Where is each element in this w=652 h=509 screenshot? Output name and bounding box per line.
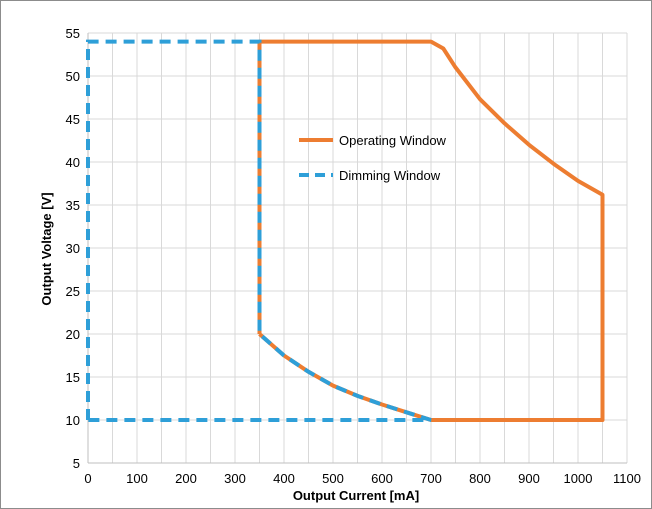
x-tick-label: 800 <box>469 471 491 486</box>
x-tick-label: 1100 <box>613 471 641 486</box>
x-tick-label: 0 <box>84 471 91 486</box>
y-tick-label: 35 <box>66 198 80 213</box>
y-tick-label: 10 <box>66 413 80 428</box>
y-tick-label: 20 <box>66 327 80 342</box>
legend-label-operating-window: Operating Window <box>339 133 447 148</box>
x-tick-label: 900 <box>518 471 540 486</box>
x-tick-label: 100 <box>126 471 148 486</box>
y-tick-label: 40 <box>66 155 80 170</box>
legend: Operating Window Dimming Window <box>299 133 447 183</box>
y-tick-label: 15 <box>66 370 80 385</box>
x-tick-label: 200 <box>175 471 197 486</box>
y-tick-label: 5 <box>73 456 80 471</box>
series-line-dimming-window <box>86 39 432 422</box>
x-tick-label: 400 <box>273 471 295 486</box>
y-tick-label: 45 <box>66 112 80 127</box>
series-lines <box>86 39 605 422</box>
x-tick-label: 500 <box>322 471 344 486</box>
tick-labels: 0 100 200 300 400 500 600 700 800 900 1000 1100 5 10 1… <box>66 26 641 486</box>
y-tick-label: 55 <box>66 26 80 41</box>
y-tick-label: 50 <box>66 69 80 84</box>
y-axis-title: Output Voltage [V] <box>39 192 54 305</box>
x-axis-title: Output Current [mA] <box>293 488 419 503</box>
x-tick-label: 1000 <box>564 471 593 486</box>
x-tick-label: 600 <box>371 471 393 486</box>
grid-lines <box>87 32 628 464</box>
y-tick-label: 30 <box>66 241 80 256</box>
legend-label-dimming-window: Dimming Window <box>339 168 441 183</box>
x-tick-label: 700 <box>420 471 442 486</box>
x-tick-label: 300 <box>224 471 246 486</box>
y-tick-label: 25 <box>66 284 80 299</box>
